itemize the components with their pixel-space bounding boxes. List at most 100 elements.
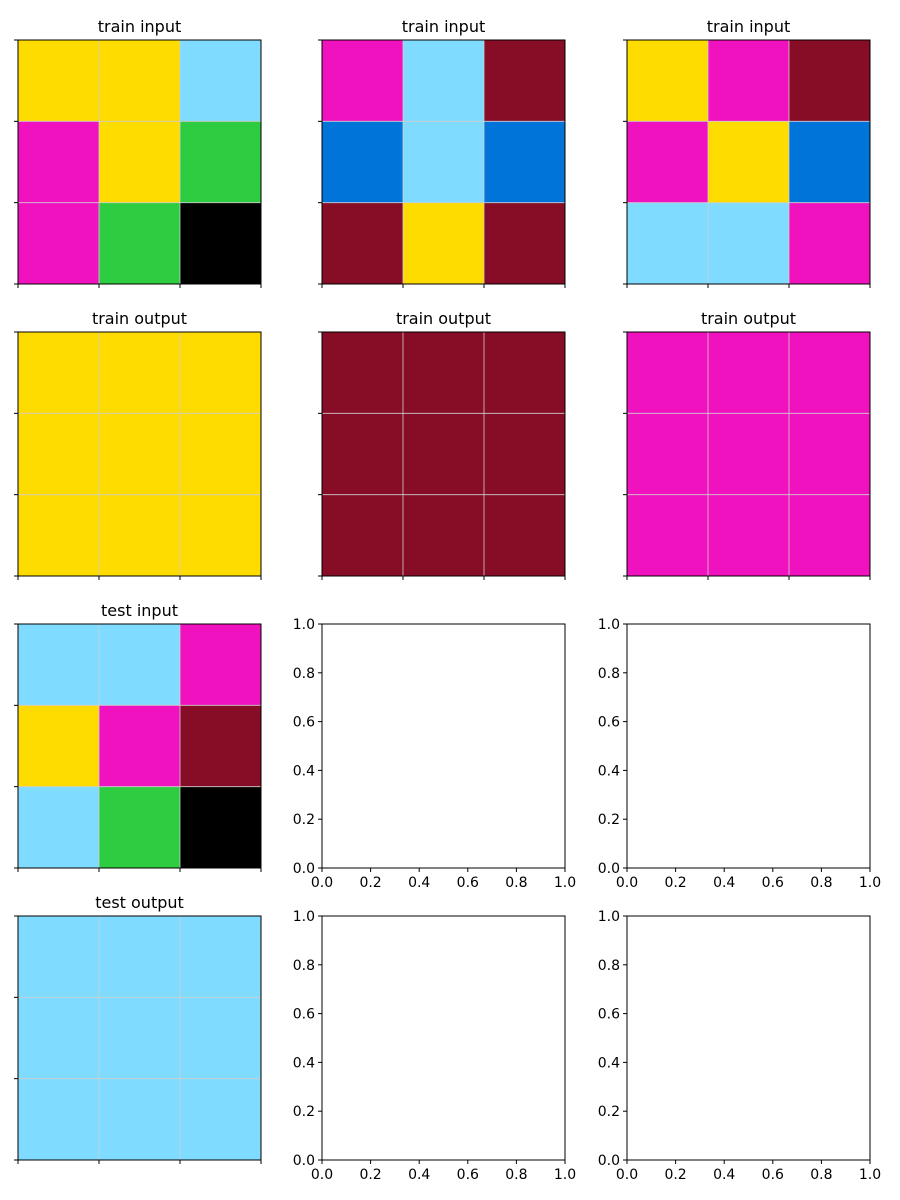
x-tick-label: 0.4 xyxy=(408,875,430,891)
panel-title: test output xyxy=(95,893,184,912)
y-tick-label: 1.0 xyxy=(598,617,620,633)
grid-cell-maroon xyxy=(322,202,403,284)
grid-cell-maroon xyxy=(484,332,565,414)
grid-cell-yellow xyxy=(99,332,180,414)
panel-title: train input xyxy=(402,17,485,36)
grid-cell-maroon xyxy=(322,494,403,576)
panel-p02: train input xyxy=(623,17,871,288)
x-tick-label: 0.0 xyxy=(616,1167,638,1183)
grid-cell-cyan xyxy=(180,997,261,1079)
y-tick-label: 0.0 xyxy=(293,1153,315,1169)
grid-cell-maroon xyxy=(789,40,870,122)
axes-frame xyxy=(321,331,566,577)
y-tick-label: 0.6 xyxy=(598,1007,620,1023)
y-tick-label: 1.0 xyxy=(598,909,620,925)
x-tick-label: 1.0 xyxy=(554,875,576,891)
panel-title: train output xyxy=(92,309,187,328)
grid-cell-green xyxy=(180,121,261,203)
panel-title: train output xyxy=(701,309,796,328)
panel-title: train output xyxy=(396,309,491,328)
grid-cell-cyan xyxy=(627,202,708,284)
x-tick-label: 0.0 xyxy=(616,875,638,891)
x-tick-label: 1.0 xyxy=(554,1167,576,1183)
grid-cell-green xyxy=(99,202,180,284)
panel-p22: 0.0 0.2 0.4 0.6 0.8 1.0 0.0 0.2 0.4 0.6 0.8 1.0 xyxy=(598,617,881,891)
panel-p00: train input xyxy=(14,17,262,288)
grid-cell-magenta xyxy=(789,202,870,284)
grid-cell-blue xyxy=(789,121,870,203)
grid-cell-yellow xyxy=(99,40,180,122)
grid-cell-green xyxy=(99,786,180,868)
grid-cell-maroon xyxy=(322,413,403,495)
grid-cell-cyan xyxy=(18,624,99,706)
x-tick-label: 0.4 xyxy=(713,875,735,891)
x-tick-label: 0.0 xyxy=(311,875,333,891)
panel-p32: 0.0 0.2 0.4 0.6 0.8 1.0 0.0 0.2 0.4 0.6 0.8 1.0 xyxy=(598,909,881,1183)
y-tick-label: 0.8 xyxy=(293,958,315,974)
x-tick-label: 0.2 xyxy=(359,1167,381,1183)
y-tick-label: 0.0 xyxy=(598,861,620,877)
grid-cell-yellow xyxy=(18,40,99,122)
x-tick-label: 0.2 xyxy=(664,1167,686,1183)
y-tick-label: 0.4 xyxy=(598,1055,620,1071)
grid-cell-maroon xyxy=(180,705,261,787)
y-tick-label: 0.6 xyxy=(293,715,315,731)
axes-frame xyxy=(321,39,566,285)
y-tick-label: 0.2 xyxy=(293,1104,315,1120)
grid-cell-magenta xyxy=(99,705,180,787)
grid-cell-magenta xyxy=(627,494,708,576)
panel-title: test input xyxy=(101,601,178,620)
grid-cell-yellow xyxy=(180,332,261,414)
x-tick-label: 1.0 xyxy=(859,1167,881,1183)
grid-cell-yellow xyxy=(627,40,708,122)
grid-cell-yellow xyxy=(18,494,99,576)
grid-cell-cyan xyxy=(99,997,180,1079)
grid-cell-yellow xyxy=(18,413,99,495)
grid-cell-magenta xyxy=(789,494,870,576)
x-tick-label: 0.2 xyxy=(664,875,686,891)
x-tick-label: 0.6 xyxy=(457,1167,479,1183)
y-tick-label: 0.8 xyxy=(598,666,620,682)
panel-title: train input xyxy=(98,17,181,36)
grid-cell-maroon xyxy=(322,332,403,414)
grid-cell-magenta xyxy=(789,413,870,495)
y-tick-label: 0.8 xyxy=(598,958,620,974)
grid-cell-yellow xyxy=(708,121,789,203)
grid-cell-yellow xyxy=(18,332,99,414)
x-tick-label: 0.4 xyxy=(408,1167,430,1183)
grid-cell-yellow xyxy=(403,202,484,284)
y-tick-label: 0.2 xyxy=(598,1104,620,1120)
grid-cell-yellow xyxy=(18,705,99,787)
axes-frame xyxy=(321,915,566,1161)
axes-frame xyxy=(626,623,871,869)
axes-frame xyxy=(626,39,871,285)
grid-cell-magenta xyxy=(627,413,708,495)
grid-cell-magenta xyxy=(708,332,789,414)
y-tick-label: 0.4 xyxy=(598,763,620,779)
grid-cell-cyan xyxy=(99,916,180,998)
axes-frame xyxy=(17,331,262,577)
y-tick-label: 0.4 xyxy=(293,763,315,779)
grid-cell-cyan xyxy=(18,1078,99,1160)
grid-cell-maroon xyxy=(484,40,565,122)
y-tick-label: 0.4 xyxy=(293,1055,315,1071)
axes-frame xyxy=(321,623,566,869)
y-tick-label: 1.0 xyxy=(293,617,315,633)
grid-cell-magenta xyxy=(708,494,789,576)
panel-p21: 0.0 0.2 0.4 0.6 0.8 1.0 0.0 0.2 0.4 0.6 0.8 1.0 xyxy=(293,617,576,891)
panel-p20: test input xyxy=(14,601,262,872)
axes-frame xyxy=(626,915,871,1161)
x-tick-label: 0.6 xyxy=(762,1167,784,1183)
x-tick-label: 0.2 xyxy=(359,875,381,891)
grid-cell-yellow xyxy=(99,413,180,495)
axes-frame xyxy=(17,915,262,1161)
x-tick-label: 0.8 xyxy=(505,875,527,891)
grid-cell-maroon xyxy=(484,494,565,576)
panel-p31: 0.0 0.2 0.4 0.6 0.8 1.0 0.0 0.2 0.4 0.6 0.8 1.0 xyxy=(293,909,576,1183)
x-tick-label: 0.6 xyxy=(457,875,479,891)
x-tick-label: 0.8 xyxy=(810,1167,832,1183)
y-tick-label: 0.2 xyxy=(293,812,315,828)
grid-cell-magenta xyxy=(18,121,99,203)
panel-title: train input xyxy=(707,17,790,36)
